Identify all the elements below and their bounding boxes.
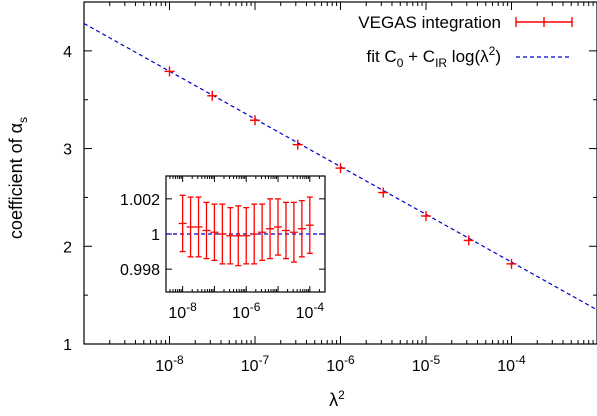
data-point xyxy=(292,139,303,150)
inset-data-point xyxy=(178,194,187,253)
inset-x-tick-label: 10-4 xyxy=(296,300,325,322)
inset-data-point xyxy=(266,198,275,260)
inset-data-point xyxy=(281,201,290,260)
inset-data-point xyxy=(274,198,283,256)
y-axis-label: coefficient of αs xyxy=(6,117,30,239)
legend-swatch-vegas xyxy=(515,17,573,27)
data-point xyxy=(378,187,389,198)
data-point xyxy=(207,90,218,101)
inset-data-points xyxy=(178,194,314,267)
x-tick-label: 10-8 xyxy=(155,353,184,375)
data-point xyxy=(164,66,175,77)
y-tick-label: 4 xyxy=(63,44,72,61)
y-tick-label: 1 xyxy=(63,337,72,354)
inset-data-point xyxy=(234,205,243,267)
x-axis-label: λ2 xyxy=(329,388,345,410)
x-tick-label: 10-4 xyxy=(497,353,526,375)
inset-data-point xyxy=(289,201,298,263)
y-tick-label: 2 xyxy=(63,239,72,256)
inset-y-tick-label: 1.002 xyxy=(120,192,160,209)
main-axis-ticks: 1 2 3 4 10-8 10-7 10-6 10-5 10-4 xyxy=(63,2,597,375)
data-point xyxy=(250,115,260,126)
main-data-points xyxy=(164,66,517,269)
inset-data-point xyxy=(218,203,227,265)
data-point xyxy=(421,210,431,221)
inset-data-point xyxy=(186,196,195,258)
inset-data-point xyxy=(210,203,219,262)
legend-entry-vegas: VEGAS integration xyxy=(358,13,501,32)
inset-data-point xyxy=(297,199,306,258)
inset-y-tick-label: 1 xyxy=(151,227,160,244)
inset-x-tick-label: 10-8 xyxy=(168,300,197,322)
data-point xyxy=(506,258,517,269)
inset-y-tick-label: 0.998 xyxy=(120,262,160,279)
x-tick-label: 10-7 xyxy=(241,353,270,375)
legend: VEGAS integration fit C0 + CIR log(λ2) xyxy=(358,13,573,70)
legend-entry-fit: fit C0 + CIR log(λ2) xyxy=(366,44,501,70)
y-tick-label: 3 xyxy=(63,142,72,159)
inset-axis-ticks: 1.002 1 0.998 10-8 10-6 10-4 xyxy=(120,176,325,322)
x-tick-label: 10-6 xyxy=(326,353,355,375)
inset-data-point xyxy=(250,203,259,265)
x-tick-label: 10-5 xyxy=(412,353,441,375)
inset-x-tick-label: 10-6 xyxy=(232,300,261,322)
inset-data-point xyxy=(226,206,235,265)
inset-data-point xyxy=(194,196,203,258)
inset-data-point xyxy=(258,203,267,262)
data-point xyxy=(463,235,474,246)
inset-data-point xyxy=(242,206,251,265)
inset-data-point xyxy=(202,201,211,260)
inset-data-point xyxy=(305,196,314,254)
data-point xyxy=(335,163,346,174)
